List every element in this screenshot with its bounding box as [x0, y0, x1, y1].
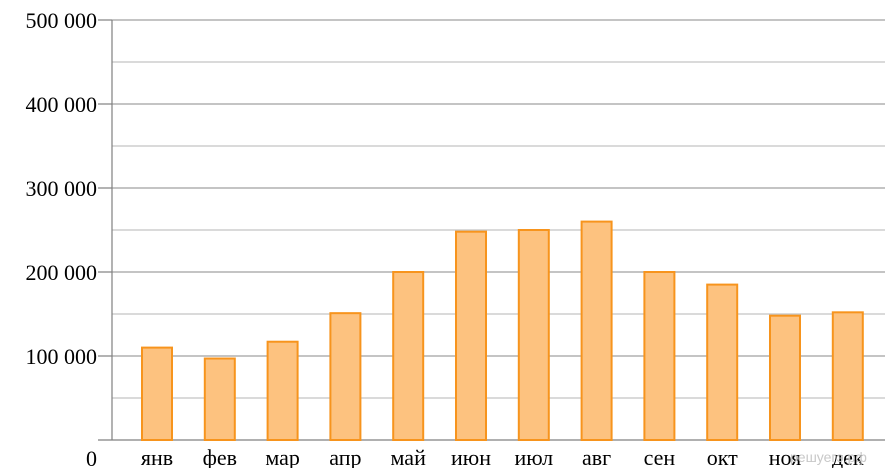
x-tick-label: мар — [265, 445, 300, 468]
bar-апр — [329, 312, 362, 441]
y-tick-label: 0 — [86, 446, 97, 468]
y-tick-label: 400 000 — [26, 92, 98, 117]
bar-фев — [203, 357, 236, 441]
bar-авг — [580, 220, 613, 441]
grid-lines — [112, 19, 885, 399]
x-tick-label: авг — [582, 445, 611, 468]
x-tick-label: июн — [451, 445, 491, 468]
x-tick-label: июл — [514, 445, 553, 468]
x-tick-label: май — [391, 445, 427, 468]
x-tick-label: янв — [141, 445, 173, 468]
bars — [141, 220, 864, 442]
bar-ноя — [769, 314, 801, 441]
bar-сен — [643, 271, 676, 441]
y-tick-label: 300 000 — [26, 176, 98, 201]
bar-окт — [706, 283, 739, 441]
bar-май — [392, 271, 425, 441]
x-tick-label: окт — [707, 445, 738, 468]
bar-дек — [831, 311, 864, 442]
y-tick-label: 500 000 — [26, 8, 98, 33]
x-tick-label: ноя — [769, 445, 801, 468]
x-tick-label: дек — [832, 445, 864, 468]
bar-июл — [517, 229, 550, 441]
watermark: решуегэ.рф — [790, 449, 867, 465]
y-tick-label: 100 000 — [26, 344, 98, 369]
x-tick-labels: янв фев мар апр май июн июл авг сен окт ноя дек — [141, 445, 864, 468]
x-tick-label: фев — [203, 445, 237, 468]
x-tick-label: апр — [329, 445, 361, 468]
y-tick-labels: 0 100 000 200 000 300 000 400 000 500 000 — [26, 8, 98, 468]
x-tick-label: сен — [644, 445, 676, 468]
y-tick-label: 200 000 — [26, 260, 98, 285]
bar-июн — [455, 230, 487, 441]
bar-мар — [266, 340, 299, 441]
bar-янв — [141, 346, 173, 442]
